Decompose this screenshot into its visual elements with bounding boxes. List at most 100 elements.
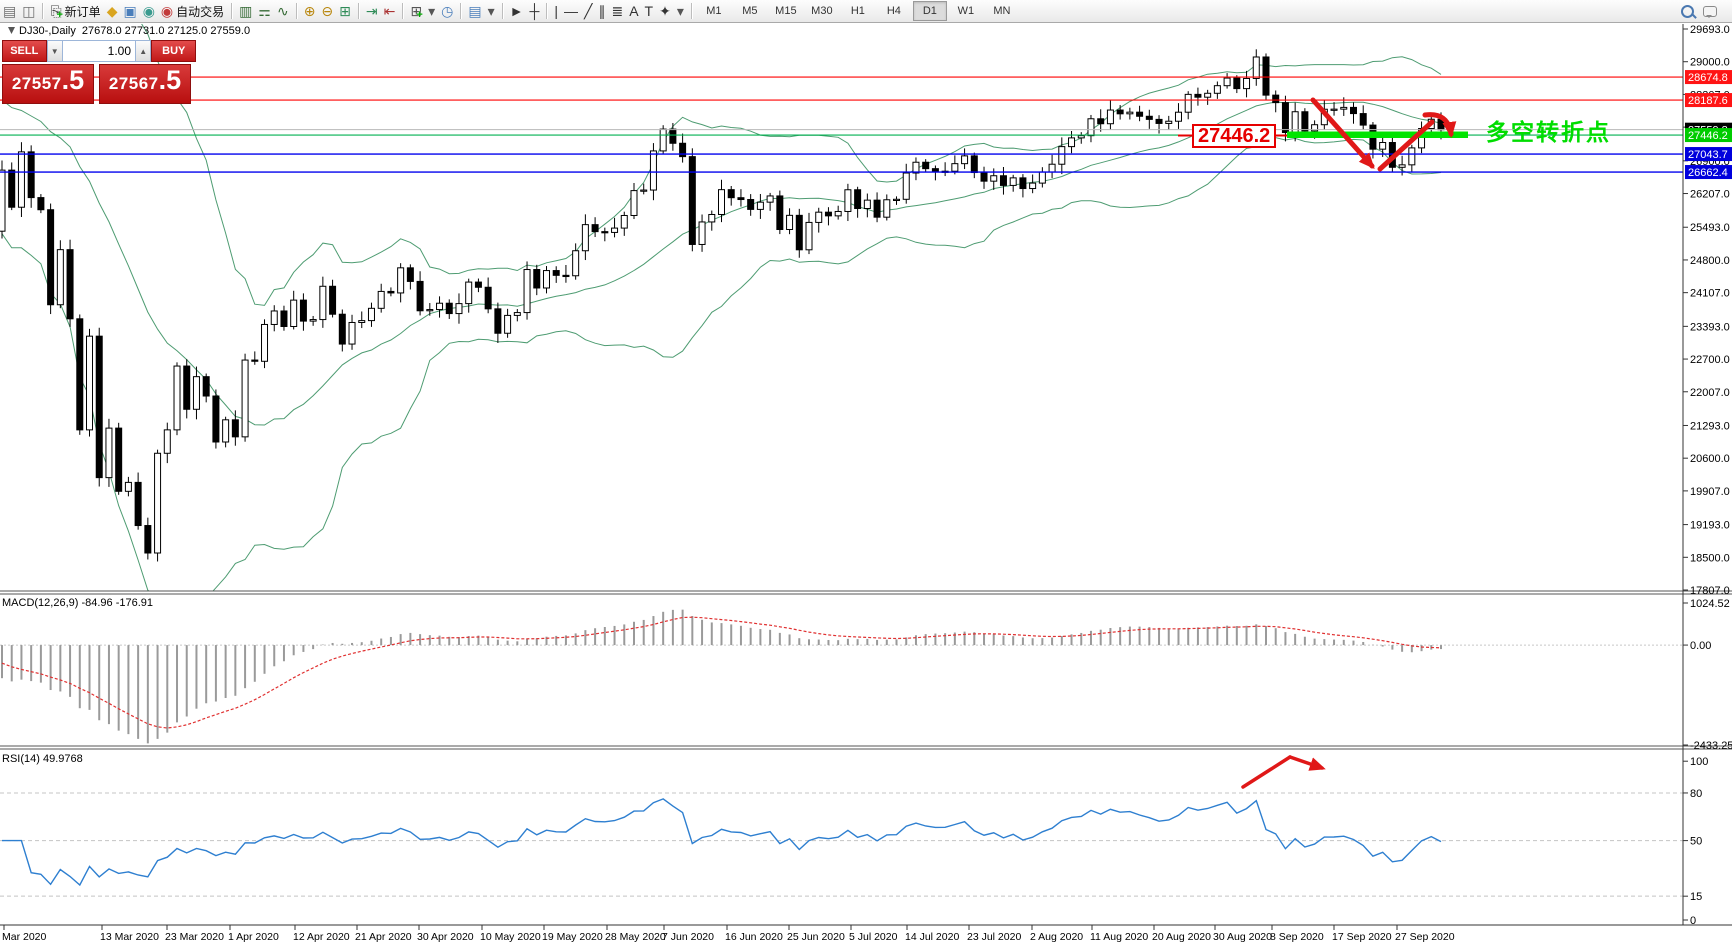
main-chart-layer	[0, 24, 1683, 591]
timeframe-h4[interactable]: H4	[886, 5, 901, 17]
macd-label: MACD(12,26,9) -84.96 -176.91	[2, 597, 154, 609]
svg-text:14 Jul 2020: 14 Jul 2020	[905, 931, 959, 943]
horizontal-line-icon[interactable]: —	[561, 1, 581, 21]
arrows-icon[interactable]: ✦	[656, 1, 674, 21]
rsi-label: RSI(14) 49.9768	[2, 753, 83, 765]
auto-trading-icon-label: 自动交易	[176, 4, 225, 19]
toolbar-left-icons: ▤ ◫ ⎘ + 新订单 ◆ ▣ ◉ ◉ 自动交易 ▥ ⚎ ∿ ⊕ ⊖ ⊞ ⇥ ⇤ ⊞ + ▾ ◷ ▤ ▾ ► ┼ | — ╱ ∥ ≣ A T ✦ ▾	[0, 1, 687, 21]
svg-text:24800.0: 24800.0	[1690, 255, 1730, 267]
svg-text:23 Mar 2020: 23 Mar 2020	[165, 931, 224, 943]
bid-price-box[interactable]: 27557.5	[2, 64, 94, 104]
signals-icon[interactable]: ◉	[140, 1, 158, 21]
candles-layer	[0, 49, 1445, 562]
bollinger-lower	[1, 137, 1442, 591]
dropdown-caret-icon-3[interactable]: ▾	[674, 1, 687, 21]
search-icon[interactable]	[1678, 3, 1700, 19]
text-icon: A	[629, 3, 639, 19]
profiles-icon[interactable]: ▤	[0, 1, 19, 21]
crosshair-icon: ┼	[529, 3, 540, 19]
drawn-arrows	[1310, 97, 1457, 172]
cursor-icon[interactable]: ►	[507, 1, 527, 21]
trendline-icon[interactable]: ╱	[581, 1, 595, 21]
svg-text:2 Aug 2020: 2 Aug 2020	[1030, 931, 1083, 943]
vertical-line-icon[interactable]: |	[551, 1, 561, 21]
text-label-icon[interactable]: T	[642, 1, 657, 21]
svg-text:19907.0: 19907.0	[1690, 486, 1730, 498]
timeframe-d1[interactable]: D1	[912, 1, 947, 21]
auto-scroll-icon[interactable]: ⇥	[363, 1, 381, 21]
chart-shift-icon: ⇤	[383, 3, 396, 19]
timeframe-w1[interactable]: W1	[957, 5, 975, 17]
macd-signal-line	[1, 616, 1442, 729]
channel-icon: ∥	[598, 3, 606, 19]
new-order-icon-label: 新订单	[64, 4, 101, 19]
cursor-icon: ►	[509, 3, 524, 19]
timeframe-m30[interactable]: M30	[811, 5, 833, 17]
svg-text:1 Apr 2020: 1 Apr 2020	[228, 931, 279, 943]
tile-windows-icon[interactable]: ⊞	[336, 1, 354, 21]
ask-price-box[interactable]: 27567.5	[99, 64, 191, 104]
terminal-icon: ▣	[123, 3, 137, 19]
zoom-out-icon[interactable]: ⊖	[318, 1, 336, 21]
trade-prices-row: 27557.5 27567.5	[2, 64, 196, 104]
svg-text:30 Aug 2020: 30 Aug 2020	[1213, 931, 1272, 943]
svg-text:19193.0: 19193.0	[1690, 520, 1730, 532]
gold-icon[interactable]: ◆	[104, 1, 121, 21]
timeframe-mn[interactable]: MN	[993, 5, 1011, 17]
candlestick-chart-icon[interactable]: ⚎	[255, 1, 274, 21]
auto-trading-icon[interactable]: ◉ 自动交易	[158, 1, 227, 21]
price-badge-pivot-green	[1685, 128, 1732, 143]
timeframe-h1[interactable]: H1	[850, 5, 865, 17]
chart-context-icon[interactable]	[8, 27, 15, 34]
timeframe-m15[interactable]: M15	[775, 5, 797, 17]
clock-icon[interactable]: ◷	[438, 1, 456, 21]
indicator-list-icon: ▤	[468, 3, 482, 19]
new-order-icon[interactable]: ⎘ + 新订单	[47, 1, 103, 21]
text-label-icon: T	[644, 3, 654, 19]
svg-text:28 May 2020: 28 May 2020	[605, 931, 666, 943]
svg-text:28187.6: 28187.6	[1688, 95, 1728, 107]
add-indicator-icon[interactable]: ⊞ +	[407, 1, 425, 21]
svg-text:11 Aug 2020: 11 Aug 2020	[1090, 931, 1148, 943]
volume-input[interactable]	[63, 40, 135, 62]
toolbar-right-icons	[1678, 3, 1732, 19]
text-icon[interactable]: A	[626, 1, 641, 21]
svg-text:30 Apr 2020: 30 Apr 2020	[417, 931, 474, 943]
profiles-icon: ▤	[3, 3, 17, 19]
terminal-icon[interactable]: ▣	[120, 1, 139, 21]
line-chart-icon[interactable]: ∿	[274, 1, 292, 21]
chart-preview-icon[interactable]: ◫	[19, 1, 38, 21]
chat-icon[interactable]	[1700, 3, 1726, 19]
ask-price-frac: .5	[158, 65, 182, 95]
signals-icon: ◉	[142, 3, 155, 19]
chart-shift-icon[interactable]: ⇤	[381, 1, 399, 21]
svg-text:23 Jul 2020: 23 Jul 2020	[967, 931, 1021, 943]
channel-icon[interactable]: ∥	[595, 1, 608, 21]
bollinger-upper	[141, 24, 1442, 306]
crosshair-icon[interactable]: ┼	[526, 1, 542, 21]
plus-overlay-icon: +	[56, 9, 63, 21]
dropdown-caret-icon-2[interactable]: ▾	[485, 1, 498, 21]
horizontal-line-icon: —	[564, 3, 579, 19]
timeframe-m1[interactable]: M1	[706, 5, 722, 17]
date-scale: Mar 2020 13 Mar 2020 23 Mar 2020 1 Apr 2020…	[2, 925, 1455, 943]
volume-decrease-button[interactable]: ▼	[46, 40, 63, 62]
plus-overlay-icon: +	[416, 9, 423, 21]
dropdown-caret-icon: ▾	[428, 3, 436, 19]
bar-chart-icon[interactable]: ▥	[236, 1, 255, 21]
toolbar-separator	[42, 3, 44, 19]
volume-increase-button[interactable]: ▲	[135, 40, 152, 62]
rsi-layer	[0, 755, 1683, 897]
timeframe-m5[interactable]: M5	[742, 5, 758, 17]
sell-button[interactable]: SELL	[2, 40, 47, 62]
macd-layer	[0, 609, 1683, 744]
svg-text:22700.0: 22700.0	[1690, 354, 1730, 366]
zoom-in-icon[interactable]: ⊕	[301, 1, 319, 21]
dropdown-caret-icon[interactable]: ▾	[425, 1, 438, 21]
fibonacci-icon[interactable]: ≣	[608, 1, 626, 21]
buy-button[interactable]: BUY	[151, 40, 196, 62]
svg-text:10 May 2020: 10 May 2020	[480, 931, 541, 943]
indicator-list-icon[interactable]: ▤	[465, 1, 484, 21]
